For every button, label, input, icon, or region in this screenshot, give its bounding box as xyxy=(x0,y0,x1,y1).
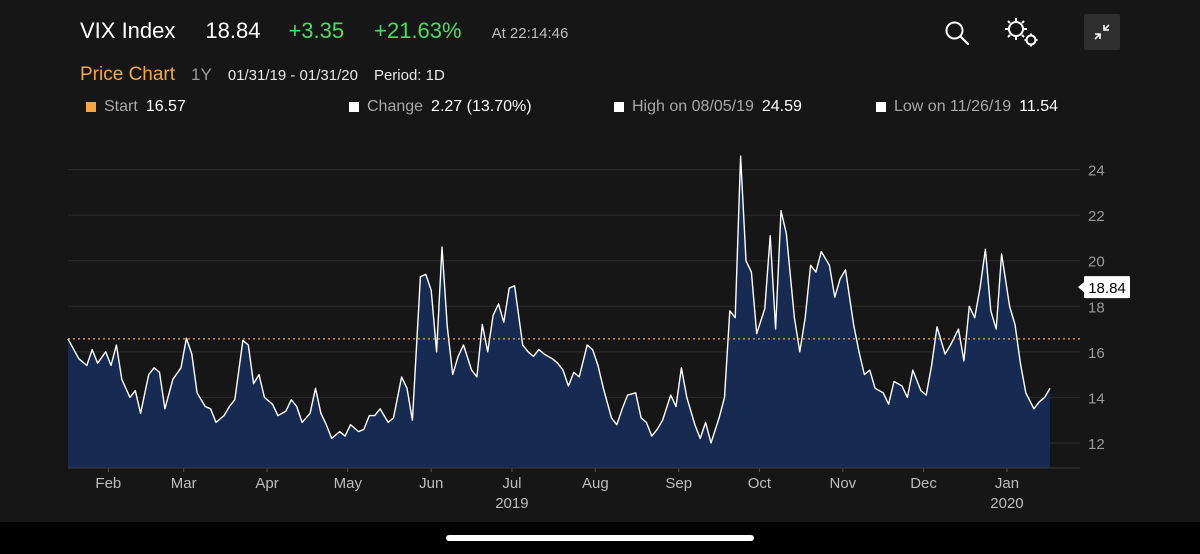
gear-icon[interactable] xyxy=(1003,16,1041,50)
y-tick-label: 16 xyxy=(1088,345,1105,362)
high-label: High on 08/05/19 xyxy=(632,98,754,115)
change-value: 2.27 (13.70%) xyxy=(431,98,532,115)
change-swatch xyxy=(349,102,359,112)
x-tick-label: Jun xyxy=(419,475,443,492)
as-of-time: At 22:14:46 xyxy=(491,25,569,42)
last-value-label: 18.84 xyxy=(1088,280,1126,297)
chart-type-title[interactable]: Price Chart xyxy=(80,64,176,85)
legend-high: High on 08/05/19 24.59 xyxy=(614,98,802,116)
series-line xyxy=(67,155,1051,444)
search-icon[interactable] xyxy=(944,20,970,46)
legend-low: Low on 11/26/19 11.54 xyxy=(876,98,1058,116)
x-year-label: 2020 xyxy=(990,495,1023,512)
percent-change: +21.63% xyxy=(374,18,462,43)
series-area xyxy=(68,156,1050,468)
start-value: 16.57 xyxy=(145,98,186,115)
x-tick-label: Feb xyxy=(95,475,121,492)
y-tick-label: 20 xyxy=(1088,254,1105,271)
low-value: 11.54 xyxy=(1019,98,1058,115)
x-tick-label: Mar xyxy=(171,475,197,492)
start-swatch xyxy=(86,102,96,112)
x-tick-label: Oct xyxy=(748,475,772,492)
x-tick-label: Aug xyxy=(582,475,609,492)
y-tick-label: 12 xyxy=(1088,436,1105,453)
high-swatch xyxy=(614,102,624,112)
home-indicator[interactable] xyxy=(446,535,754,541)
x-tick-label: May xyxy=(334,475,363,492)
high-value: 24.59 xyxy=(761,98,802,115)
start-label: Start xyxy=(104,98,138,115)
collapse-icon[interactable] xyxy=(1084,14,1120,50)
x-tick-label: Nov xyxy=(829,475,856,492)
app-screen: VIX Index 18.84 +3.35 +21.63% At 22:14:4… xyxy=(0,0,1200,522)
price-chart[interactable]: 12 14 16 18 20 22 24 18.84 Feb Mar Apr May Jun Jul 201… xyxy=(0,0,1200,522)
chart-subheader: Price Chart 1Y 01/31/19 - 01/31/20 Perio… xyxy=(80,64,445,86)
legend-start: Start 16.57 xyxy=(86,98,186,116)
ticker-name: VIX Index xyxy=(80,18,176,43)
x-tick-label: Jan xyxy=(995,475,1019,492)
legend-change: Change 2.27 (13.70%) xyxy=(349,98,532,116)
period-selector[interactable]: Period: 1D xyxy=(373,67,445,84)
x-tick-label: Jul xyxy=(502,475,521,492)
last-value-pointer xyxy=(1078,282,1084,293)
range-selector[interactable]: 1Y xyxy=(191,65,212,84)
y-tick-label: 18 xyxy=(1088,299,1105,316)
last-price: 18.84 xyxy=(205,18,261,43)
quote-header: VIX Index 18.84 +3.35 +21.63% At 22:14:4… xyxy=(80,18,568,48)
low-label: Low on 11/26/19 xyxy=(894,98,1012,115)
x-year-label: 2019 xyxy=(495,495,528,512)
x-tick-label: Dec xyxy=(910,475,937,492)
y-tick-label: 24 xyxy=(1088,163,1105,180)
date-range: 01/31/19 - 01/31/20 xyxy=(227,67,358,84)
low-swatch xyxy=(876,102,886,112)
net-change: +3.35 xyxy=(288,18,345,43)
y-tick-label: 14 xyxy=(1088,390,1105,407)
change-label: Change xyxy=(367,98,424,115)
y-tick-label: 22 xyxy=(1088,208,1105,225)
last-value-tag xyxy=(1084,276,1130,299)
x-tick-label: Apr xyxy=(255,475,278,492)
x-tick-label: Sep xyxy=(665,475,692,492)
